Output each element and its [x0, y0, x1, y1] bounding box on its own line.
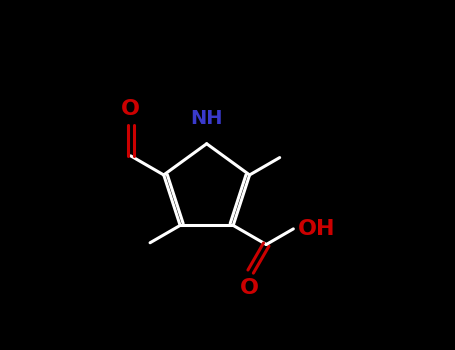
Text: O: O [239, 278, 258, 298]
Text: O: O [121, 99, 140, 119]
Text: OH: OH [298, 219, 335, 239]
Text: NH: NH [190, 109, 223, 128]
